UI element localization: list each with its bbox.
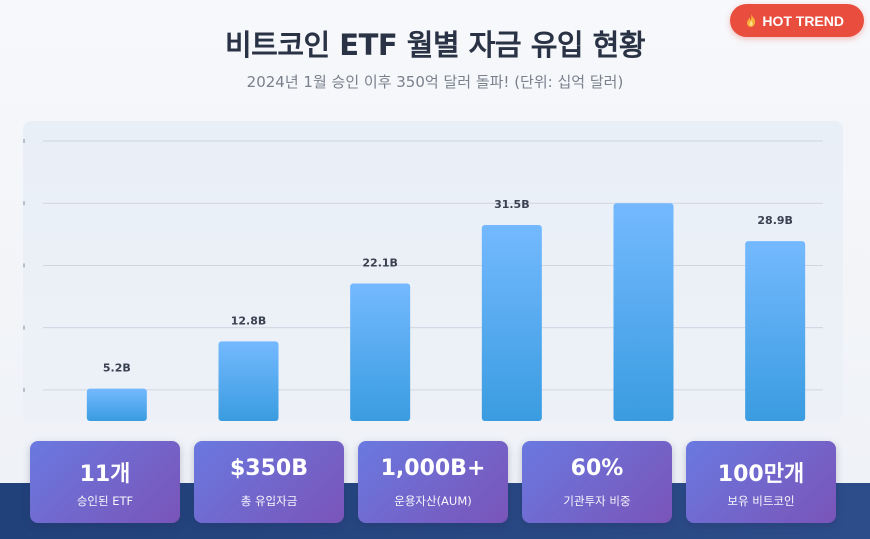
y-axis-tick — [23, 387, 25, 392]
fire-icon — [746, 14, 756, 27]
data-label: 28.9B — [757, 214, 793, 227]
badge-label: HOT TREND — [762, 12, 844, 29]
stat-card-total-inflow: $350B 총 유입자금 — [194, 441, 344, 523]
y-axis-tick — [23, 201, 25, 206]
stat-card-etf-count: 11개 승인된 ETF — [30, 441, 180, 523]
page-subtitle: 2024년 1월 승인 이후 350억 달러 돌파! (단위: 십억 달러) — [246, 73, 624, 91]
y-axis-tick — [23, 263, 25, 268]
y-axis-tick — [23, 139, 25, 143]
y-axis-tick — [23, 325, 25, 330]
data-label: 31.5B — [494, 198, 530, 211]
bar — [613, 203, 674, 421]
stat-label: 보유 비트코인 — [727, 494, 795, 508]
stat-card-aum: 1,000B+ 운용자산(AUM) — [358, 441, 508, 523]
bar — [218, 341, 279, 421]
bar-chart: 5.2B 12.8B 22.1B 31.5B 28.9B — [23, 139, 825, 421]
stat-value: $350B — [230, 456, 308, 481]
stat-label: 기관투자 비중 — [563, 494, 631, 508]
stat-card-btc-holdings: 100만개 보유 비트코인 — [686, 441, 836, 523]
bar — [350, 283, 411, 421]
stat-label: 총 유입자금 — [240, 494, 298, 508]
chart-panel: 5.2B 12.8B 22.1B 31.5B 28.9B — [23, 121, 843, 421]
data-label: 12.8B — [231, 314, 267, 327]
stat-value: 11개 — [79, 462, 131, 487]
stat-value: 100만개 — [717, 462, 805, 487]
data-label: 5.2B — [103, 362, 131, 375]
bar — [86, 388, 147, 421]
data-label: 22.1B — [362, 256, 398, 269]
stat-label: 승인된 ETF — [76, 494, 134, 508]
stat-card-institutional-share: 60% 기관투자 비중 — [522, 441, 672, 523]
stat-value: 1,000B+ — [380, 456, 486, 481]
stat-label: 운용자산(AUM) — [394, 494, 472, 508]
bar — [481, 225, 542, 421]
bar — [745, 241, 806, 421]
page-title: 비트코인 ETF 월별 자금 유입 현황 — [224, 28, 646, 62]
hot-trend-badge[interactable]: HOT TREND — [730, 4, 864, 37]
stat-value: 60% — [570, 456, 624, 481]
